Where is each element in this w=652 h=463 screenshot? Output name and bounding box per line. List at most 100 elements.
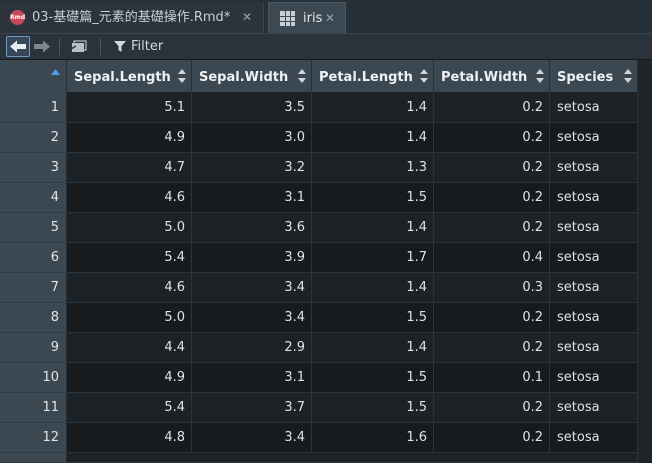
row-number: 5 xyxy=(0,213,67,243)
table-cell: 3.4 xyxy=(192,273,312,303)
table-cell: setosa xyxy=(550,123,638,153)
table-cell: 5.4 xyxy=(67,243,192,273)
table-cell: 2.9 xyxy=(192,333,312,363)
column-header-label: Species xyxy=(557,70,614,85)
row-number: 3 xyxy=(0,153,67,183)
table-cell: 4.8 xyxy=(67,423,192,453)
sort-icon xyxy=(298,69,306,83)
data-table: Sepal.Length Sepal.Width Petal.Length Pe… xyxy=(0,60,652,463)
table-row: 10 4.9 3.1 1.5 0.1 setosa xyxy=(0,363,652,393)
toolbar-separator xyxy=(59,38,60,55)
close-icon[interactable]: ✕ xyxy=(325,11,336,25)
table-cell: 3.6 xyxy=(192,213,312,243)
column-header-sepal-width[interactable]: Sepal.Width xyxy=(192,60,312,93)
table-cell: 1.4 xyxy=(312,273,434,303)
viewer-toolbar: Filter xyxy=(0,34,652,60)
tab-iris-dataset[interactable]: iris ✕ xyxy=(268,2,346,33)
table-cell xyxy=(67,453,638,463)
row-number: 7 xyxy=(0,273,67,303)
table-cell: 1.5 xyxy=(312,363,434,393)
column-header-label: Sepal.Width xyxy=(199,70,289,85)
table-cell: setosa xyxy=(550,423,638,453)
table-cell: 1.3 xyxy=(312,153,434,183)
table-row: 2 4.9 3.0 1.4 0.2 setosa xyxy=(0,123,652,153)
table-cell: 4.4 xyxy=(67,333,192,363)
table-row: 5 5.0 3.6 1.4 0.2 setosa xyxy=(0,213,652,243)
column-header-label: Sepal.Length xyxy=(74,70,171,85)
table-cell: 0.2 xyxy=(434,393,550,423)
sort-icon xyxy=(624,69,632,83)
column-header-label: Petal.Length xyxy=(319,70,413,85)
table-cell: setosa xyxy=(550,243,638,273)
table-cell: 1.7 xyxy=(312,243,434,273)
column-header-species[interactable]: Species xyxy=(550,60,638,93)
table-cell: setosa xyxy=(550,183,638,213)
row-number: 11 xyxy=(0,393,67,423)
table-cell: 5.4 xyxy=(67,393,192,423)
arrow-right-icon xyxy=(34,40,50,53)
row-number: 1 xyxy=(0,93,67,123)
row-number xyxy=(0,453,67,463)
table-cell: 1.4 xyxy=(312,123,434,153)
table-cell: 0.1 xyxy=(434,363,550,393)
column-header-sepal-length[interactable]: Sepal.Length xyxy=(67,60,192,93)
table-row xyxy=(0,453,652,463)
table-row: 11 5.4 3.7 1.5 0.2 setosa xyxy=(0,393,652,423)
table-cell: 0.2 xyxy=(434,153,550,183)
tab-rmd-document[interactable]: Rmd 03-基礎篇_元素的基礎操作.Rmd* ✕ xyxy=(0,2,264,33)
table-cell: 3.9 xyxy=(192,243,312,273)
table-cell: 0.2 xyxy=(434,423,550,453)
table-cell: setosa xyxy=(550,153,638,183)
table-row: 9 4.4 2.9 1.4 0.2 setosa xyxy=(0,333,652,363)
row-number: 2 xyxy=(0,123,67,153)
row-number: 10 xyxy=(0,363,67,393)
table-cell: setosa xyxy=(550,273,638,303)
filter-button[interactable]: Filter xyxy=(112,36,172,57)
table-cell: 3.1 xyxy=(192,363,312,393)
row-number: 4 xyxy=(0,183,67,213)
table-cell: 0.2 xyxy=(434,333,550,363)
table-cell: 3.2 xyxy=(192,153,312,183)
show-in-new-window-button[interactable] xyxy=(68,36,90,57)
table-row: 12 4.8 3.4 1.6 0.2 setosa xyxy=(0,423,652,453)
close-icon[interactable]: ✕ xyxy=(242,10,253,24)
arrow-left-icon xyxy=(10,40,26,53)
table-cell: 0.2 xyxy=(434,183,550,213)
table-cell: 4.7 xyxy=(67,153,192,183)
table-cell: 3.5 xyxy=(192,93,312,123)
forward-button[interactable] xyxy=(31,36,53,57)
row-number: 6 xyxy=(0,243,67,273)
table-row: 8 5.0 3.4 1.5 0.2 setosa xyxy=(0,303,652,333)
table-cell: 1.4 xyxy=(312,333,434,363)
table-cell: 0.2 xyxy=(434,123,550,153)
filter-label: Filter xyxy=(131,39,164,54)
table-cell: 4.6 xyxy=(67,273,192,303)
filter-icon xyxy=(114,41,126,52)
table-cell: setosa xyxy=(550,213,638,243)
table-cell: setosa xyxy=(550,333,638,363)
table-cell: 1.5 xyxy=(312,183,434,213)
column-header-label: Petal.Width xyxy=(441,70,528,85)
table-cell: setosa xyxy=(550,303,638,333)
popout-icon xyxy=(70,40,87,52)
row-number-header[interactable] xyxy=(0,60,67,93)
table-cell: 4.6 xyxy=(67,183,192,213)
column-header-petal-width[interactable]: Petal.Width xyxy=(434,60,550,93)
toolbar-separator xyxy=(100,38,101,55)
row-number: 9 xyxy=(0,333,67,363)
table-cell: 5.0 xyxy=(67,303,192,333)
table-cell: 3.4 xyxy=(192,423,312,453)
table-cell: 4.9 xyxy=(67,123,192,153)
table-cell: setosa xyxy=(550,93,638,123)
data-grid-icon xyxy=(280,11,295,26)
rmd-file-icon: Rmd xyxy=(10,10,25,25)
sort-ascending-icon xyxy=(51,69,60,75)
table-cell: setosa xyxy=(550,393,638,423)
table-row: 3 4.7 3.2 1.3 0.2 setosa xyxy=(0,153,652,183)
vertical-scrollbar[interactable] xyxy=(638,60,652,463)
back-button[interactable] xyxy=(6,36,30,57)
row-number: 12 xyxy=(0,423,67,453)
tab-label: iris xyxy=(303,11,323,26)
sort-icon xyxy=(420,69,428,83)
column-header-petal-length[interactable]: Petal.Length xyxy=(312,60,434,93)
